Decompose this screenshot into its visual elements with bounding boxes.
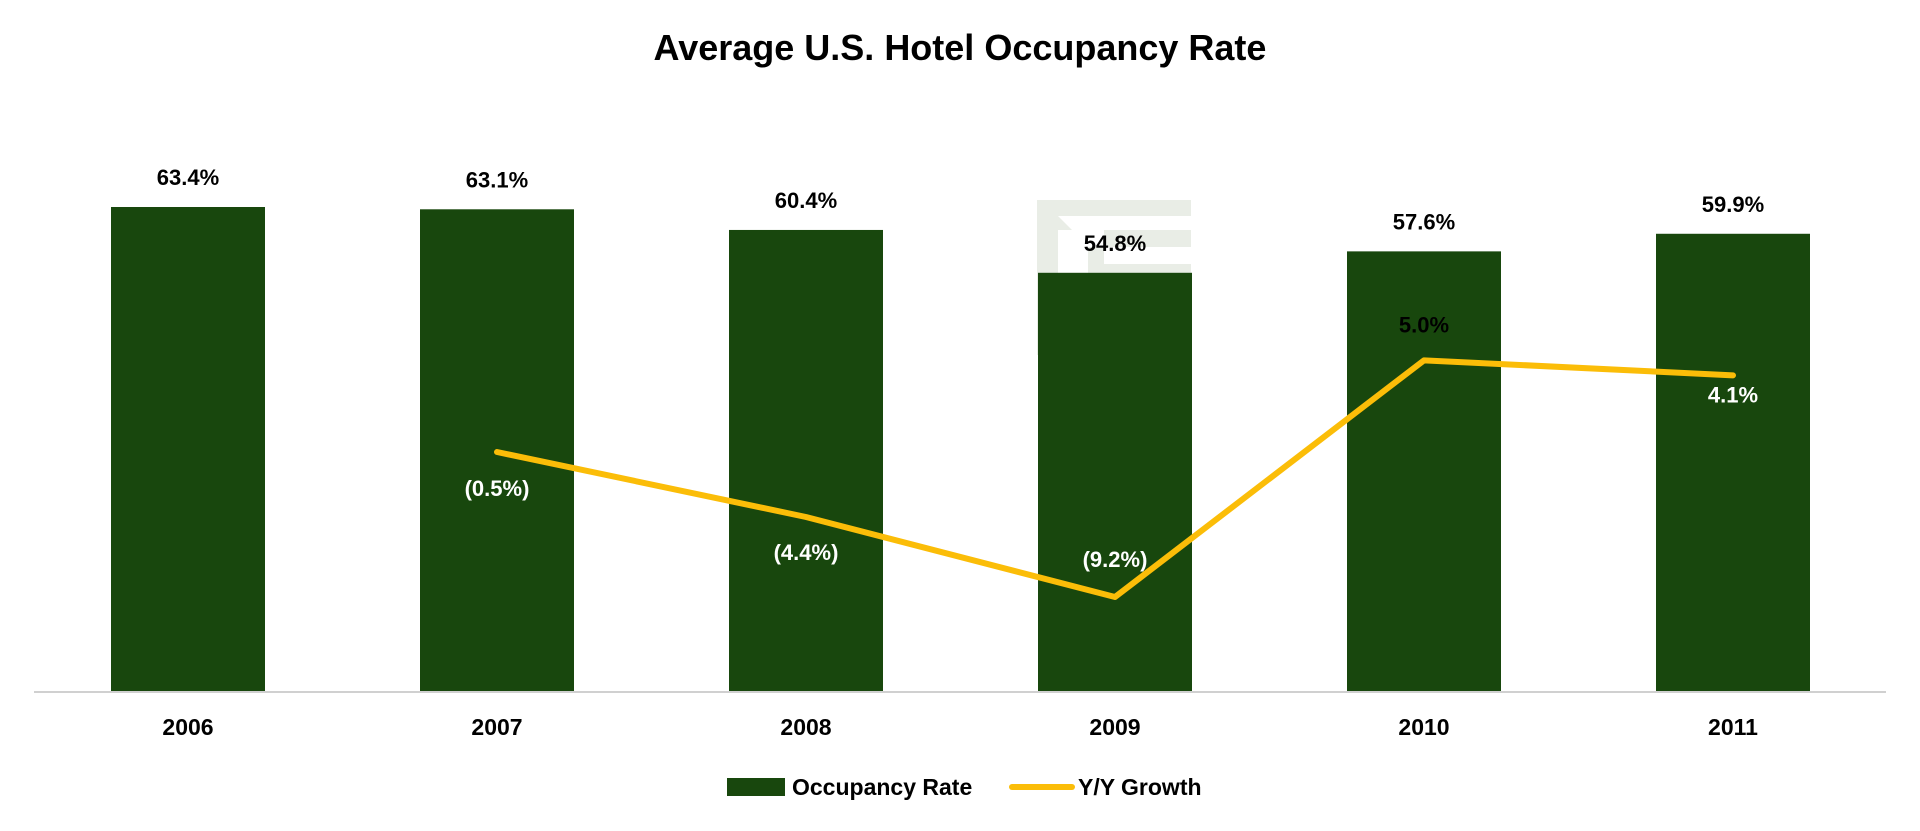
- growth-label-2007: (0.5%): [465, 476, 530, 501]
- x-tick-2010: 2010: [1398, 714, 1449, 740]
- legend-label-occupancy: Occupancy Rate: [792, 774, 972, 800]
- bar-label-2007: 63.1%: [466, 167, 528, 192]
- bar-label-2006: 63.4%: [157, 165, 219, 190]
- bar-2006: [111, 207, 265, 692]
- growth-label-2010: 5.0%: [1399, 312, 1449, 337]
- bar-label-2009: 54.8%: [1084, 231, 1146, 256]
- x-tick-2009: 2009: [1089, 714, 1140, 740]
- bar-label-2011: 59.9%: [1702, 192, 1764, 217]
- x-tick-2008: 2008: [780, 714, 831, 740]
- growth-label-2008: (4.4%): [774, 540, 839, 565]
- x-ticks-group: 2006 2007 2008 2009 2010 2011: [162, 714, 1758, 740]
- x-tick-2011: 2011: [1708, 714, 1758, 740]
- legend-label-growth: Y/Y Growth: [1078, 774, 1202, 800]
- x-tick-2006: 2006: [162, 714, 213, 740]
- bar-2010: [1347, 251, 1501, 692]
- bar-2009: [1038, 272, 1192, 692]
- legend-swatch-occupancy: [727, 778, 785, 796]
- bars-group: [111, 207, 1810, 692]
- bar-labels-group: 63.4% 63.1% 60.4% 54.8% 57.6% 59.9%: [157, 165, 1764, 256]
- bar-label-2010: 57.6%: [1393, 209, 1455, 234]
- growth-line-group: [494, 357, 1736, 600]
- growth-label-2011: 4.1%: [1708, 382, 1758, 407]
- growth-label-2009: (9.2%): [1083, 547, 1148, 572]
- x-tick-2007: 2007: [471, 714, 522, 740]
- legend: Occupancy Rate Y/Y Growth: [727, 774, 1202, 800]
- bar-2008: [729, 229, 883, 692]
- bar-label-2008: 60.4%: [775, 188, 837, 213]
- chart-title: Average U.S. Hotel Occupancy Rate: [654, 27, 1267, 68]
- growth-labels-group: (0.5%) (4.4%) (9.2%) 5.0% 4.1%: [465, 312, 1758, 572]
- bar-2011: [1656, 233, 1810, 692]
